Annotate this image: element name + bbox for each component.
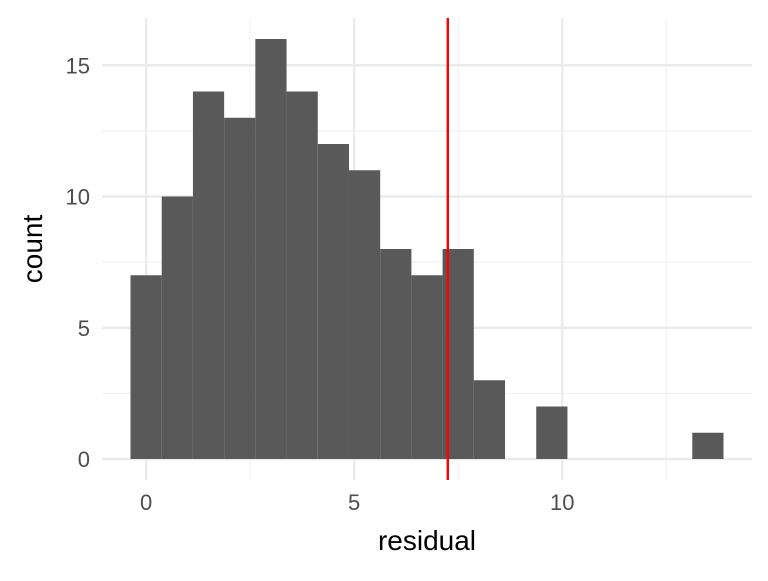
histogram-bar: [473, 380, 506, 459]
histogram-bar: [192, 91, 225, 459]
y-tick-label: 5: [78, 316, 90, 341]
x-tick-label: 0: [140, 490, 152, 515]
histogram-bar: [286, 91, 318, 459]
histogram-bar: [161, 196, 193, 459]
histogram-bar: [130, 275, 162, 459]
x-axis-title: residual: [378, 525, 476, 556]
bars-layer: [130, 39, 724, 459]
histogram-bar: [536, 406, 568, 459]
histogram-bar: [380, 249, 412, 459]
histogram-bar: [348, 170, 381, 459]
y-tick-label: 10: [66, 185, 90, 210]
histogram-bar: [411, 275, 443, 459]
x-tick-label: 10: [550, 490, 574, 515]
y-tick-label: 0: [78, 447, 90, 472]
histogram-bar: [317, 144, 349, 459]
histogram-bar: [692, 432, 724, 459]
histogram-bar: [255, 39, 287, 459]
tick-labels-layer: 0 5 10 0 5 10 15: [66, 53, 575, 515]
x-tick-label: 5: [348, 490, 360, 515]
y-axis-title: count: [17, 215, 48, 284]
histogram-bar: [224, 117, 256, 459]
y-tick-label: 15: [66, 53, 90, 78]
